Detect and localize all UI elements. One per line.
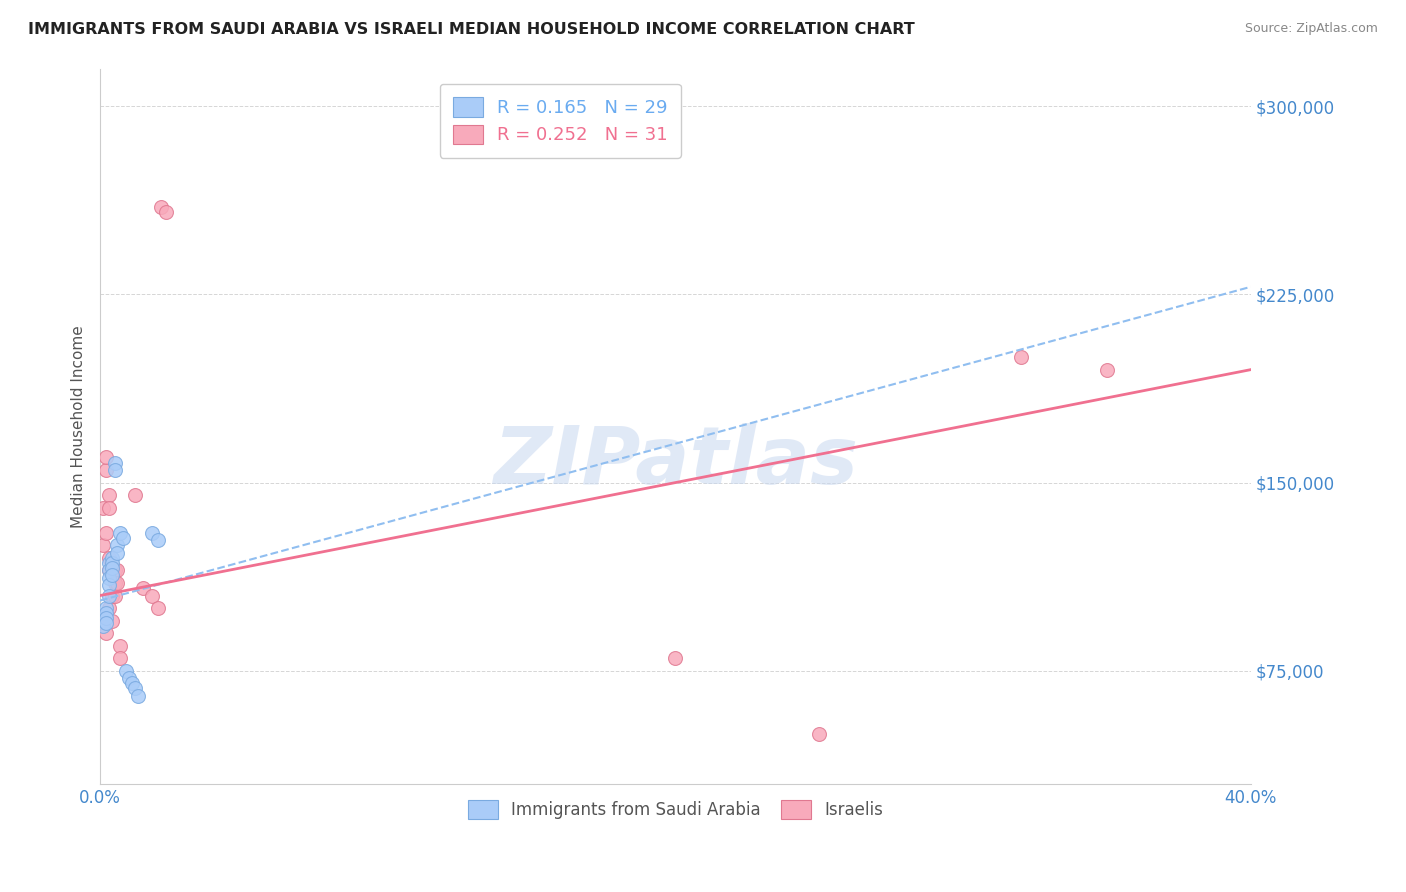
Point — [91, 500, 114, 515]
Point — [97, 578, 120, 592]
Point — [105, 563, 128, 577]
Point — [97, 601, 120, 615]
Point — [97, 550, 120, 565]
Point — [94, 626, 117, 640]
Point — [91, 538, 114, 552]
Point — [105, 576, 128, 591]
Point — [94, 616, 117, 631]
Point — [97, 563, 120, 577]
Point — [141, 589, 163, 603]
Point — [146, 601, 169, 615]
Point — [103, 589, 125, 603]
Point — [132, 581, 155, 595]
Point — [110, 525, 132, 540]
Point — [94, 450, 117, 465]
Point — [100, 550, 122, 565]
Point — [94, 525, 117, 540]
Point — [1095, 362, 1118, 376]
Point — [112, 531, 135, 545]
Point — [100, 568, 122, 582]
Text: ZIPatlas: ZIPatlas — [494, 423, 858, 501]
Point — [155, 204, 177, 219]
Point — [97, 563, 120, 577]
Point — [91, 614, 114, 628]
Point — [124, 681, 146, 696]
Point — [94, 601, 117, 615]
Point — [91, 618, 114, 632]
Point — [121, 676, 143, 690]
Point — [103, 463, 125, 477]
Point — [110, 651, 132, 665]
Point — [115, 664, 138, 678]
Point — [118, 671, 141, 685]
Point — [1010, 350, 1032, 364]
Point — [94, 606, 117, 620]
Point — [97, 556, 120, 570]
Legend: Immigrants from Saudi Arabia, Israelis: Immigrants from Saudi Arabia, Israelis — [461, 793, 890, 825]
Point — [97, 571, 120, 585]
Point — [100, 614, 122, 628]
Point — [94, 611, 117, 625]
Point — [141, 525, 163, 540]
Point — [664, 651, 686, 665]
Text: IMMIGRANTS FROM SAUDI ARABIA VS ISRAELI MEDIAN HOUSEHOLD INCOME CORRELATION CHAR: IMMIGRANTS FROM SAUDI ARABIA VS ISRAELI … — [28, 22, 915, 37]
Point — [91, 608, 114, 623]
Point — [97, 589, 120, 603]
Point — [103, 456, 125, 470]
Point — [127, 689, 149, 703]
Point — [110, 639, 132, 653]
Point — [105, 546, 128, 560]
Point — [100, 556, 122, 570]
Point — [100, 561, 122, 575]
Point — [149, 200, 172, 214]
Point — [103, 576, 125, 591]
Text: Source: ZipAtlas.com: Source: ZipAtlas.com — [1244, 22, 1378, 36]
Point — [91, 608, 114, 623]
Point — [97, 500, 120, 515]
Point — [124, 488, 146, 502]
Point — [146, 533, 169, 548]
Point — [94, 463, 117, 477]
Point — [97, 488, 120, 502]
Point — [808, 726, 831, 740]
Point — [105, 538, 128, 552]
Y-axis label: Median Household Income: Median Household Income — [72, 325, 86, 527]
Point — [103, 563, 125, 577]
Point — [100, 589, 122, 603]
